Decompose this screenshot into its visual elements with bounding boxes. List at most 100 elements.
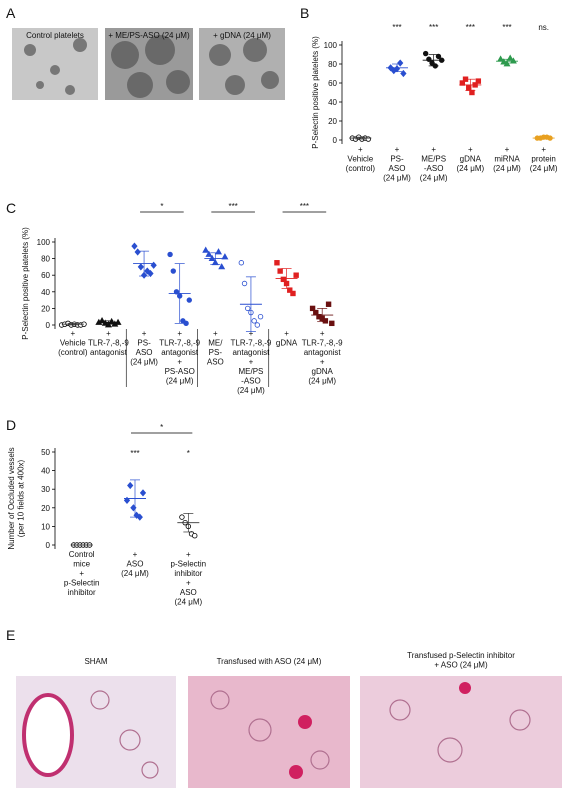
comparison-label: *: [160, 423, 163, 432]
x-tick-label: + ME/PS -ASO (24 μM): [420, 145, 448, 183]
x-tick-label: + PS-ASO (24 μM): [130, 329, 158, 367]
y-tick-label: 40: [41, 288, 50, 297]
y-tick-label: 20: [328, 117, 337, 126]
text-line: inhibitor: [174, 569, 202, 578]
text-line: ASO: [180, 588, 197, 597]
text-line: mice: [73, 560, 90, 569]
significance-label: ***: [466, 23, 475, 32]
data-point: [179, 514, 185, 520]
data-point: [173, 289, 180, 295]
text-line: -ASO: [241, 377, 261, 386]
text-line: +: [177, 329, 182, 338]
text-line: ASO: [136, 348, 153, 357]
significance-label: ***: [130, 449, 139, 458]
significance-label: ***: [392, 23, 401, 32]
data-point: [218, 263, 226, 270]
text-line: (per 10 fields at 400x): [17, 459, 26, 537]
histology-image: [360, 676, 562, 788]
text-line: +: [284, 329, 289, 338]
data-point: [400, 69, 407, 78]
text-line: (24 μM): [383, 174, 411, 183]
text-line: antagonist: [161, 348, 199, 357]
y-tick-label: 60: [41, 271, 50, 280]
histology-image: [188, 676, 350, 788]
text-line: inhibitor: [68, 588, 96, 597]
text-line: TLR-7,-8,-9: [302, 339, 343, 348]
data-point: [309, 305, 316, 312]
data-point: [134, 248, 141, 256]
y-tick-label: 0: [333, 136, 338, 145]
data-point: [251, 318, 257, 324]
text-line: + ASO (24 μM): [434, 661, 488, 670]
significance-label: ns.: [538, 23, 549, 32]
data-point: [114, 318, 122, 325]
y-tick-label: 20: [41, 304, 50, 313]
text-line: +: [142, 329, 147, 338]
text-line: +: [358, 145, 363, 154]
text-line: -ASO: [424, 164, 444, 173]
significance-label: *: [187, 449, 190, 458]
text-line: PS-: [390, 155, 404, 164]
text-line: +: [249, 329, 254, 338]
text-line: ASO: [389, 164, 406, 173]
text-line: PS-ASO: [165, 367, 195, 376]
data-point: [325, 301, 332, 307]
panel-label: C: [6, 200, 16, 216]
x-tick-label: + gDNA: [276, 329, 298, 348]
text-line: antagonist: [304, 348, 342, 357]
data-point: [280, 276, 287, 283]
image-caption: SHAM: [84, 657, 107, 666]
text-line: (24 μM): [130, 358, 158, 367]
y-tick-label: 80: [41, 255, 50, 264]
y-tick-label: 50: [41, 448, 50, 457]
x-tick-label: + TLR-7,-8,-9 antagonist + ME/PS -ASO (24 μM): [230, 329, 271, 395]
text-line: +: [320, 358, 325, 367]
text-line: +: [186, 550, 191, 559]
x-tick-label: + Vehicle (control): [346, 145, 376, 173]
text-line: Number of Occluded vessels: [7, 447, 16, 549]
x-tick-label: + PS-ASO (24 μM): [383, 145, 411, 183]
text-line: +: [320, 329, 325, 338]
data-point: [365, 136, 372, 142]
panel-label: B: [300, 5, 309, 21]
data-point: [215, 248, 222, 255]
em-images: [12, 28, 285, 100]
y-tick-label: 40: [328, 98, 337, 107]
data-point: [329, 320, 335, 327]
data-point: [202, 246, 210, 253]
image-caption: + gDNA (24 μM): [213, 31, 271, 40]
text-line: miRNA: [494, 155, 520, 164]
comparison-label: ***: [300, 202, 309, 211]
text-line: +: [177, 358, 182, 367]
panel-label: D: [6, 417, 16, 433]
x-tick-label: + gDNA (24 μM): [456, 145, 484, 173]
y-tick-label: 0: [46, 321, 51, 330]
text-line: Vehicle: [60, 339, 86, 348]
data-point: [208, 254, 216, 262]
text-line: p-Selectin: [64, 579, 100, 588]
text-line: +: [213, 329, 218, 338]
text-line: Vehicle: [347, 155, 373, 164]
text-line: PS-: [209, 348, 223, 357]
data-point: [167, 251, 173, 258]
text-line: antagonist: [90, 348, 128, 357]
data-point: [186, 297, 192, 303]
text-line: +: [106, 329, 111, 338]
data-point: [503, 60, 511, 67]
data-point: [147, 269, 154, 278]
y-axis-label: Number of Occluded vessels(per 10 fields…: [7, 447, 26, 549]
text-line: p-Selectin: [171, 560, 207, 569]
text-line: (control): [58, 348, 88, 357]
data-point: [466, 85, 472, 91]
data-point: [397, 59, 404, 67]
x-tick-label: + Vehicle (control): [58, 329, 88, 357]
text-line: +: [505, 145, 510, 154]
data-point: [277, 268, 283, 274]
text-line: TLR-7,-8,-9: [230, 339, 271, 348]
text-line: +: [133, 550, 138, 559]
text-line: gDNA: [460, 155, 482, 164]
y-tick-label: 40: [41, 467, 50, 476]
x-tick-label: + protein (24 μM): [530, 145, 558, 173]
y-axis-label: P-Selectin positive platelets (%): [21, 227, 30, 340]
text-line: (24 μM): [420, 174, 448, 183]
